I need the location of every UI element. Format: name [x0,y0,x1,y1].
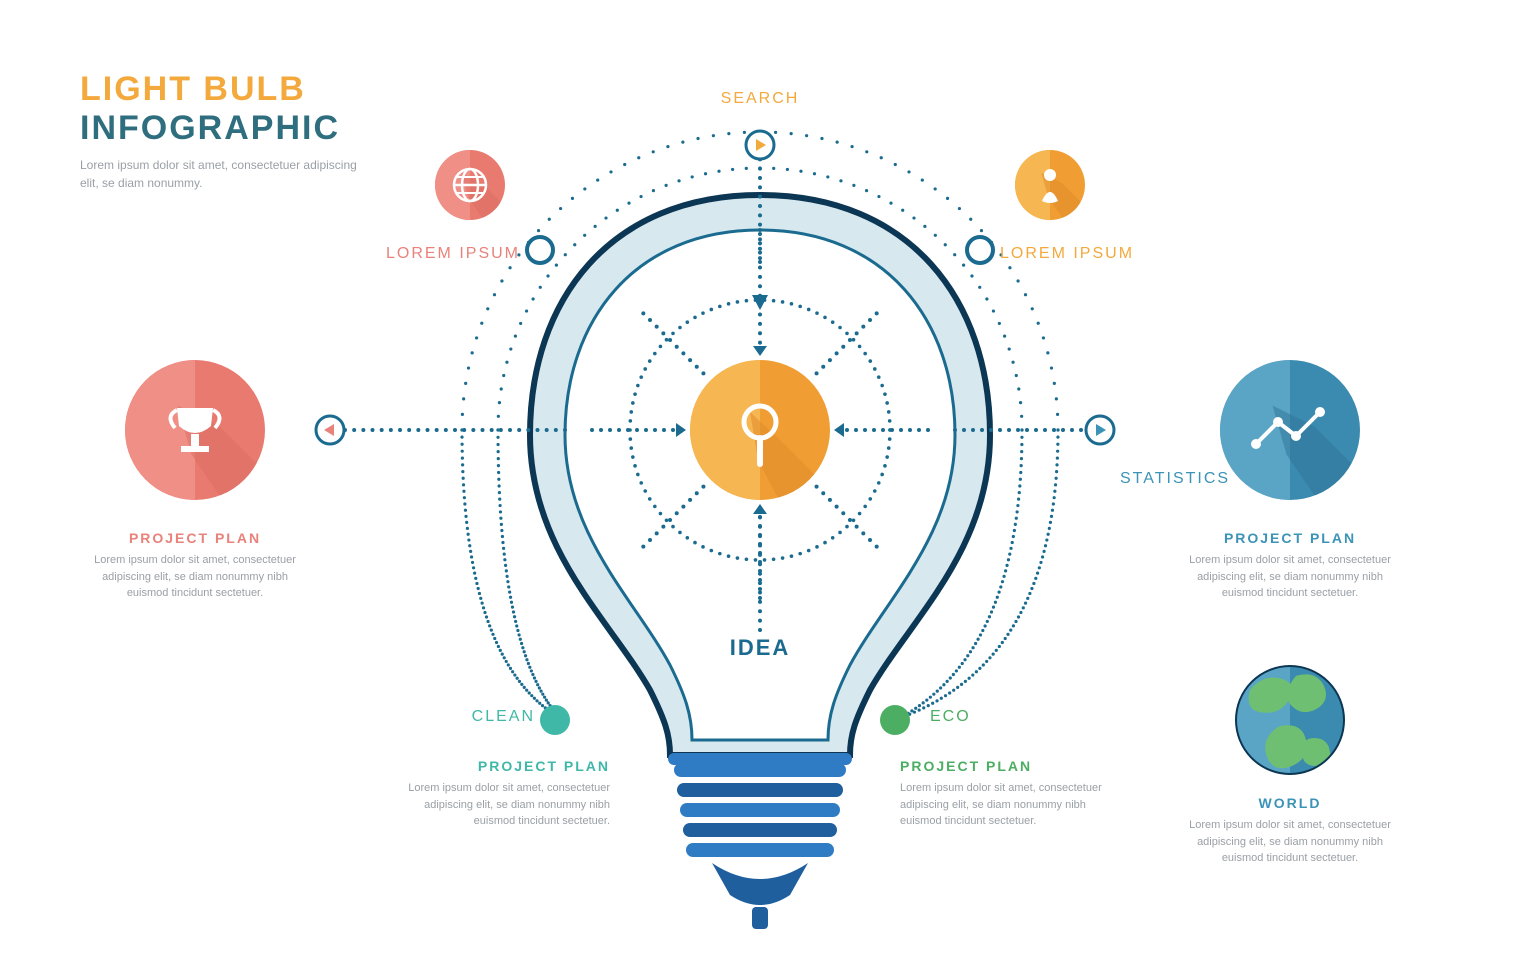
node-statistics-block: PROJECT PLAN Lorem ipsum dolor sit amet,… [1180,530,1400,602]
node-clean-block: PROJECT PLAN Lorem ipsum dolor sit amet,… [380,758,610,830]
node-trophy-title: PROJECT PLAN [85,530,305,546]
node-lorem-right-label: LOREM IPSUM [1000,245,1160,263]
svg-text:IDEA: IDEA [730,635,791,660]
node-trophy-block: PROJECT PLAN Lorem ipsum dolor sit amet,… [85,530,305,602]
node-trophy-body: Lorem ipsum dolor sit amet, consectetuer… [85,552,305,602]
node-eco-title: PROJECT PLAN [900,758,1130,774]
node-eco-label: ECO [930,708,971,726]
node-lorem-left-label: LOREM IPSUM [370,245,520,263]
node-statistics-body: Lorem ipsum dolor sit amet, consectetuer… [1180,552,1400,602]
node-world-block: WORLD Lorem ipsum dolor sit amet, consec… [1180,795,1400,867]
node-eco-body: Lorem ipsum dolor sit amet, consectetuer… [900,780,1120,830]
node-clean-title: PROJECT PLAN [380,758,610,774]
node-search-label: SEARCH [710,90,810,108]
node-statistics-label: STATISTICS [1120,470,1230,488]
node-eco-block: PROJECT PLAN Lorem ipsum dolor sit amet,… [900,758,1130,830]
node-world-title: WORLD [1180,795,1400,811]
node-world-body: Lorem ipsum dolor sit amet, consectetuer… [1180,817,1400,867]
node-clean-body: Lorem ipsum dolor sit amet, consectetuer… [390,780,610,830]
node-clean-label: CLEAN [445,708,535,726]
node-statistics-title: PROJECT PLAN [1180,530,1400,546]
